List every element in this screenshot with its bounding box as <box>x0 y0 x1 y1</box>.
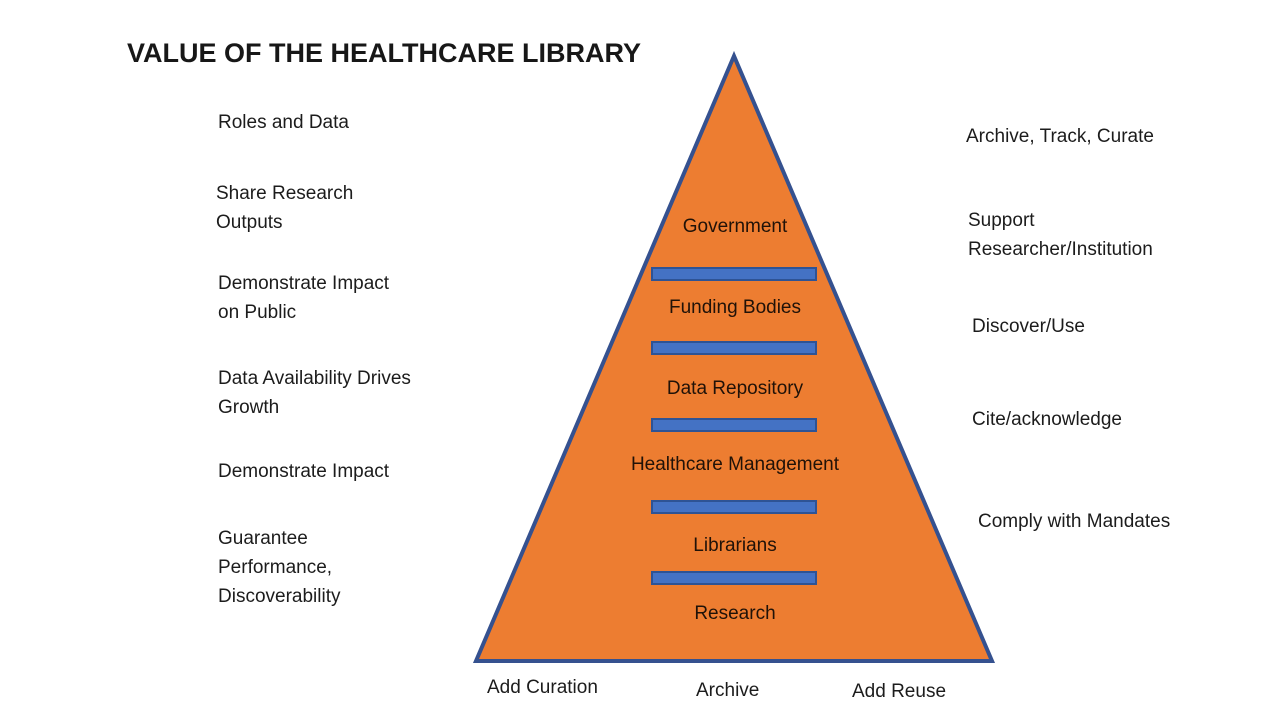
pyramid-level-research: Research <box>694 603 776 624</box>
right-label-archive-track-curate: Archive, Track, Curate <box>966 126 1154 147</box>
left-label-demonstrate-impact: Demonstrate Impact <box>218 461 390 482</box>
right-label-cite-acknowledge: Cite/acknowledge <box>972 409 1122 430</box>
level-separator-bar <box>651 341 817 355</box>
left-label-data-availability-growth: Data Availability Drives Growth <box>218 368 411 418</box>
slide-title: VALUE OF THE HEALTHCARE LIBRARY <box>127 38 641 68</box>
pyramid-level-data-repository: Data Repository <box>666 378 804 399</box>
right-label-comply-mandates: Comply with Mandates <box>978 511 1171 532</box>
level-separator-bar <box>651 267 817 281</box>
pyramid-level-librarians: Librarians <box>693 535 777 556</box>
bottom-label-add-reuse: Add Reuse <box>852 681 947 702</box>
left-label-guarantee-performance: Guarantee Performance, Discoverability <box>218 528 341 607</box>
right-label-discover-use: Discover/Use <box>972 316 1085 337</box>
level-separator-bar <box>651 571 817 585</box>
left-label-share-research-outputs: Share Research Outputs <box>216 183 354 233</box>
bottom-label-add-curation: Add Curation <box>487 677 598 698</box>
left-label-roles-and-data: Roles and Data <box>218 112 349 133</box>
pyramid-triangle <box>472 50 996 663</box>
level-separator-bar <box>651 418 817 432</box>
pyramid-level-funding-bodies: Funding Bodies <box>668 297 802 318</box>
right-label-support-researcher: Support Researcher/Institution <box>968 210 1153 260</box>
left-label-demonstrate-impact-public: Demonstrate Impact on Public <box>218 273 390 323</box>
pyramid-level-healthcare-management: Healthcare Management <box>630 454 840 475</box>
bottom-label-archive: Archive <box>696 680 760 701</box>
level-separator-bar <box>651 500 817 514</box>
pyramid-level-government: Government <box>682 216 788 237</box>
